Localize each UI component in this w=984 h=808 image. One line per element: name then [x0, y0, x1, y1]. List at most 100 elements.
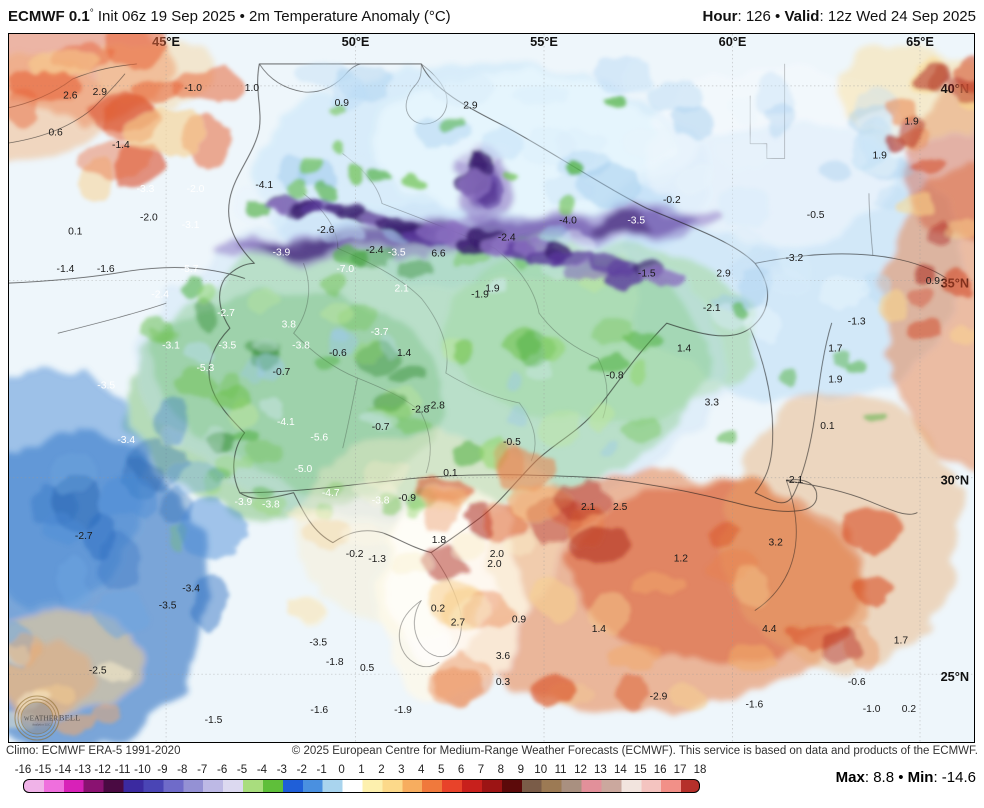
svg-text:-4.1: -4.1 — [255, 180, 273, 191]
svg-text:-7.0: -7.0 — [336, 264, 354, 275]
svg-text:30°N: 30°N — [941, 473, 970, 488]
svg-text:-2.7: -2.7 — [75, 531, 93, 542]
svg-text:-0.7: -0.7 — [273, 367, 291, 378]
svg-text:-4.0: -4.0 — [559, 215, 577, 226]
svg-text:-3.5: -3.5 — [159, 601, 177, 612]
svg-text:-5.7: -5.7 — [181, 264, 199, 275]
svg-text:1.9: 1.9 — [904, 117, 919, 128]
svg-text:-4.7: -4.7 — [322, 488, 340, 499]
svg-text:-3.3: -3.3 — [137, 184, 155, 195]
svg-text:2.7: 2.7 — [451, 617, 466, 628]
svg-text:-2.0: -2.0 — [187, 184, 205, 195]
svg-text:-3.4: -3.4 — [182, 583, 200, 594]
svg-text:-3.5: -3.5 — [97, 380, 115, 391]
svg-text:-3.5: -3.5 — [627, 215, 645, 226]
svg-text:-0.9: -0.9 — [398, 493, 416, 504]
svg-text:4.4: 4.4 — [762, 624, 777, 635]
svg-text:-1.6: -1.6 — [746, 700, 764, 711]
svg-text:-0.6: -0.6 — [329, 348, 347, 359]
svg-text:-4.1: -4.1 — [277, 417, 295, 428]
svg-text:1.8: 1.8 — [432, 535, 447, 546]
svg-text:6.6: 6.6 — [431, 248, 446, 259]
svg-text:0.1: 0.1 — [443, 468, 458, 479]
svg-text:-3.7: -3.7 — [371, 327, 389, 338]
svg-text:-1.8: -1.8 — [326, 657, 344, 668]
svg-text:0.2: 0.2 — [902, 704, 917, 715]
svg-text:-2.0: -2.0 — [140, 212, 158, 223]
svg-text:1.4: 1.4 — [397, 348, 412, 359]
svg-text:-0.2: -0.2 — [663, 195, 681, 206]
svg-text:-1.3: -1.3 — [368, 554, 386, 565]
svg-text:-2.6: -2.6 — [317, 225, 335, 236]
svg-text:-2.1: -2.1 — [703, 303, 721, 314]
svg-text:-1.4: -1.4 — [112, 140, 130, 151]
svg-text:-3.5: -3.5 — [388, 247, 406, 258]
svg-text:-1.9: -1.9 — [471, 289, 489, 300]
svg-text:2.1: 2.1 — [581, 502, 596, 513]
svg-text:-0.7: -0.7 — [372, 422, 390, 433]
svg-text:2.6: 2.6 — [63, 90, 78, 101]
svg-text:1.9: 1.9 — [828, 374, 843, 385]
svg-text:55°E: 55°E — [530, 34, 558, 49]
svg-text:0.5: 0.5 — [360, 663, 375, 674]
svg-text:1.2: 1.2 — [674, 553, 689, 564]
svg-text:-1.0: -1.0 — [184, 83, 202, 94]
svg-text:1.7: 1.7 — [828, 343, 843, 354]
svg-text:-3.1: -3.1 — [182, 220, 200, 231]
svg-text:-2.9: -2.9 — [650, 691, 668, 702]
svg-text:-3.4: -3.4 — [117, 435, 135, 446]
svg-text:1.0: 1.0 — [245, 83, 260, 94]
svg-text:-3.8: -3.8 — [292, 341, 310, 352]
svg-text:-1.0: -1.0 — [863, 704, 881, 715]
svg-text:-2.4: -2.4 — [498, 233, 516, 244]
svg-text:-1.5: -1.5 — [638, 268, 656, 279]
svg-text:-2.4: -2.4 — [366, 245, 384, 256]
svg-text:-3.9: -3.9 — [235, 497, 253, 508]
svg-text:65°E: 65°E — [906, 34, 934, 49]
svg-text:25°N: 25°N — [941, 669, 970, 684]
svg-text:-2.1: -2.1 — [785, 475, 803, 486]
svg-text:1.7: 1.7 — [894, 636, 909, 647]
svg-text:0.9: 0.9 — [512, 615, 527, 626]
svg-text:60°E: 60°E — [719, 34, 747, 49]
svg-text:-3.9: -3.9 — [273, 247, 291, 258]
svg-text:50°E: 50°E — [342, 34, 370, 49]
svg-text:1.4: 1.4 — [592, 624, 607, 635]
svg-text:3.8: 3.8 — [282, 320, 297, 331]
svg-text:-3.5: -3.5 — [219, 341, 237, 352]
svg-text:-3.5: -3.5 — [309, 638, 327, 649]
svg-text:0.2: 0.2 — [431, 604, 446, 615]
svg-text:3.6: 3.6 — [496, 651, 511, 662]
svg-text:2.9: 2.9 — [463, 100, 478, 111]
svg-text:-1.6: -1.6 — [97, 264, 115, 275]
svg-text:-3.8: -3.8 — [262, 499, 280, 510]
svg-text:-2.7: -2.7 — [217, 308, 235, 319]
svg-text:-2.4: -2.4 — [151, 290, 169, 301]
svg-text:-0.8: -0.8 — [606, 371, 624, 382]
svg-text:-5.6: -5.6 — [310, 432, 328, 443]
svg-text:-1.4: -1.4 — [57, 264, 75, 275]
svg-text:-1.5: -1.5 — [205, 715, 223, 726]
svg-text:-1.6: -1.6 — [310, 705, 328, 716]
svg-text:0.1: 0.1 — [68, 226, 83, 237]
svg-text:-2.8: -2.8 — [427, 400, 445, 411]
svg-text:2.5: 2.5 — [613, 502, 628, 513]
svg-text:-5.0: -5.0 — [294, 464, 312, 475]
svg-text:-5.3: -5.3 — [196, 363, 214, 374]
svg-text:0.9: 0.9 — [926, 276, 941, 287]
svg-text:-3.1: -3.1 — [162, 341, 180, 352]
svg-text:2.1: 2.1 — [395, 283, 410, 294]
svg-text:-0.5: -0.5 — [503, 437, 521, 448]
svg-text:2.0: 2.0 — [487, 559, 502, 570]
svg-text:-1.9: -1.9 — [394, 705, 412, 716]
svg-text:0.6: 0.6 — [48, 128, 63, 139]
svg-text:-1.3: -1.3 — [848, 316, 866, 327]
svg-text:1.4: 1.4 — [677, 343, 692, 354]
svg-text:-3.8: -3.8 — [372, 496, 390, 507]
svg-text:0.3: 0.3 — [496, 677, 511, 688]
svg-text:-0.2: -0.2 — [346, 549, 364, 560]
svg-text:2.9: 2.9 — [93, 87, 108, 98]
svg-text:-0.6: -0.6 — [848, 677, 866, 688]
svg-text:-2.5: -2.5 — [89, 665, 107, 676]
svg-text:0.9: 0.9 — [335, 98, 350, 109]
